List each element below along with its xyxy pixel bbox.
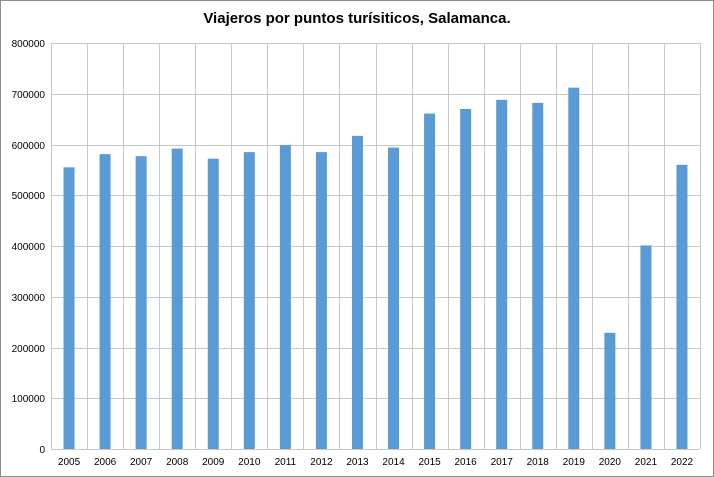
x-tick-label: 2019 <box>563 457 586 468</box>
x-tick-label: 2015 <box>418 457 441 468</box>
bar-2012 <box>315 152 327 450</box>
bar-2020 <box>604 332 616 449</box>
x-tick-label: 2007 <box>130 457 153 468</box>
x-tick-label: 2005 <box>58 457 81 468</box>
y-tick-label: 100000 <box>12 394 46 405</box>
x-tick-label: 2008 <box>166 457 189 468</box>
y-tick-label: 700000 <box>12 90 46 101</box>
bar-2013 <box>351 135 363 449</box>
x-tick-label: 2011 <box>275 457 297 468</box>
bar-2010 <box>243 152 255 450</box>
bar-2015 <box>424 113 436 449</box>
bar-2021 <box>640 245 652 449</box>
y-tick-label: 300000 <box>12 293 46 304</box>
chart-title: Viajeros por puntos turísiticos, Salaman… <box>203 10 511 27</box>
bar-2016 <box>460 108 472 449</box>
x-tick-label: 2014 <box>382 457 405 468</box>
y-tick-label: 400000 <box>12 242 46 253</box>
y-tick-label: 800000 <box>12 39 46 50</box>
x-tick-label: 2022 <box>671 457 694 468</box>
x-tick-label: 2006 <box>94 457 117 468</box>
x-tick-label: 2016 <box>455 457 478 468</box>
x-tick-label: 2012 <box>310 457 333 468</box>
bar-2019 <box>568 87 580 449</box>
x-tick-label: 2017 <box>491 457 514 468</box>
bar-2011 <box>279 145 291 449</box>
y-tick-label: 200000 <box>12 344 46 355</box>
y-tick-label: 0 <box>39 445 45 456</box>
x-tick-label: 2020 <box>599 457 622 468</box>
bar-2018 <box>532 102 544 449</box>
bar-2014 <box>388 147 400 450</box>
bar-2009 <box>207 158 219 449</box>
bar-2022 <box>676 164 688 450</box>
y-tick-label: 500000 <box>12 191 46 202</box>
x-tick-label: 2018 <box>527 457 550 468</box>
bar-2007 <box>135 156 147 450</box>
bar-2006 <box>99 154 111 449</box>
x-tick-label: 2010 <box>238 457 261 468</box>
bar-2005 <box>63 167 75 449</box>
bar-2017 <box>496 99 508 449</box>
x-tick-label: 2009 <box>202 457 225 468</box>
x-tick-label: 2021 <box>635 457 658 468</box>
x-tick-label: 2013 <box>346 457 369 468</box>
bar-2008 <box>171 148 183 449</box>
y-tick-label: 600000 <box>12 141 46 152</box>
